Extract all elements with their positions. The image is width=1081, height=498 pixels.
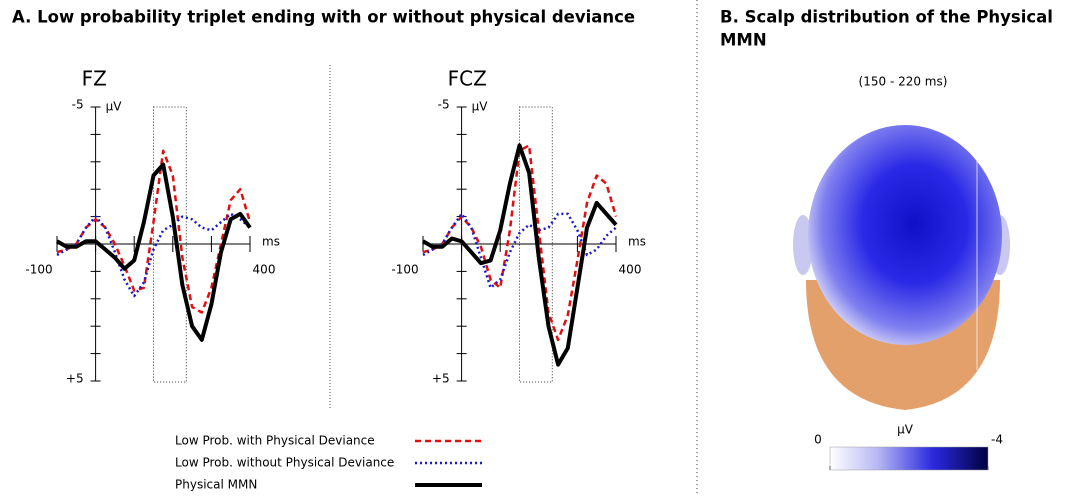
y-tick-label: -5 xyxy=(72,98,84,112)
panel-title: A. Low probability triplet ending with o… xyxy=(12,8,635,27)
chart-title: FZ xyxy=(82,67,107,91)
x-axis-label: ms xyxy=(628,235,646,249)
x-axis-label: ms xyxy=(262,235,280,249)
y-axis-label: μV xyxy=(106,100,123,114)
chart-title: FCZ xyxy=(448,67,487,91)
x-tick-label: -100 xyxy=(391,263,418,277)
colorbar-tick-label: -4 xyxy=(991,433,1003,447)
x-tick-label: 400 xyxy=(619,263,642,277)
legend-label: Low Prob. with Physical Deviance xyxy=(175,434,375,448)
x-tick-label: -100 xyxy=(25,263,52,277)
x-tick-label: 400 xyxy=(253,263,276,277)
y-axis-label: μV xyxy=(472,100,489,114)
colorbar xyxy=(830,447,988,470)
figure: A. Low probability triplet ending with o… xyxy=(0,0,1081,494)
panel-title: MMN xyxy=(720,31,767,50)
subtitle: (150 - 220 ms) xyxy=(859,75,948,89)
colorbar-label: μV xyxy=(897,423,914,437)
scalp-map xyxy=(793,125,1010,410)
legend-label: Low Prob. without Physical Deviance xyxy=(175,456,394,470)
legend-label: Physical MMN xyxy=(175,478,257,492)
panel-title: B. Scalp distribution of the Physical xyxy=(720,8,1053,27)
colorbar-tick-label: 0 xyxy=(814,433,822,447)
y-tick-label: +5 xyxy=(66,372,84,386)
y-tick-label: -5 xyxy=(438,98,450,112)
y-tick-label: +5 xyxy=(432,372,450,386)
